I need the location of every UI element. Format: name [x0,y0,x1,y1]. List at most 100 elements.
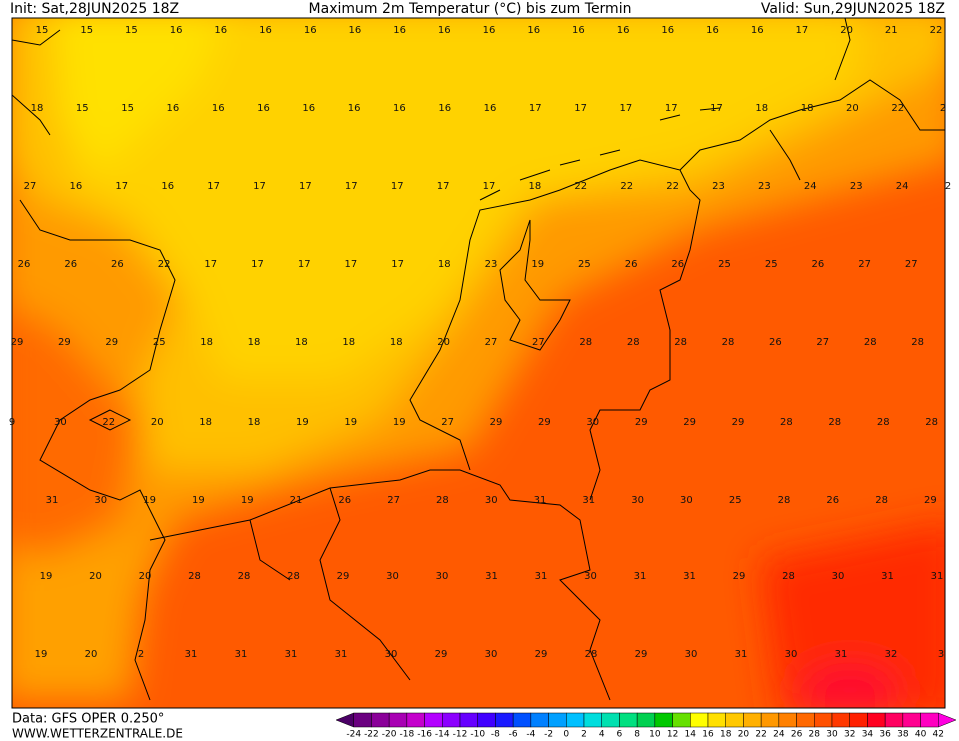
temperature-label: 17 [115,181,128,192]
temperature-label: 16 [349,25,362,36]
colorbar-tick-label: -4 [526,730,535,740]
temperature-label: 26 [64,259,77,270]
colorbar-tick-label: -12 [453,730,468,740]
temperature-label: 31 [735,649,748,660]
temperature-label: 16 [170,25,183,36]
colorbar-cell [920,712,939,728]
temperature-label: 17 [298,259,311,270]
temperature-label: 28 [864,337,877,348]
temperature-label: 16 [214,25,227,36]
temperature-field [12,18,945,708]
temperature-label: 31 [534,495,547,506]
temperature-label: 29 [924,495,937,506]
temperature-label: 16 [393,103,406,114]
temperature-label: 22 [930,25,943,36]
temperature-label: 15 [121,103,134,114]
temperature-label: 22 [666,181,679,192]
colorbar-arrow [938,712,957,728]
colorbar-tick-label: -8 [491,730,500,740]
temperature-label: 25 [765,259,778,270]
temperature-label: 2 [945,181,951,192]
temperature-label: 25 [729,495,742,506]
temperature-label: 27 [816,337,829,348]
temperature-label: 22 [620,181,633,192]
temperature-label: 2 [940,103,946,114]
colorbar-cell [442,712,461,728]
temperature-label: 28 [674,337,687,348]
temperature-label: 23 [485,259,498,270]
temperature-label: 22 [102,417,115,428]
colorbar-tick-label: 22 [755,730,766,740]
temperature-label: 16 [751,25,764,36]
temperature-label: 28 [911,337,924,348]
colorbar-cell [884,712,904,728]
colorbar-tick-label: -14 [435,730,450,740]
temperature-label: 30 [485,649,498,660]
temperature-label: 30 [584,571,597,582]
temperature-label: 31 [46,495,59,506]
temperature-label: 28 [238,571,251,582]
temperature-label: 31 [485,571,498,582]
temperature-label: 26 [812,259,825,270]
colorbar-tick-label: 24 [773,730,785,740]
temperature-label: 27 [905,259,918,270]
temperature-label: 28 [436,495,449,506]
colorbar-tick-label: 10 [649,730,661,740]
colorbar-cell [459,712,478,728]
temperature-label: 29 [635,649,648,660]
temperature-label: 16 [484,103,497,114]
colorbar-cell [495,712,514,728]
colorbar-cell [760,712,780,728]
temperature-label: 29 [535,649,548,660]
temperature-label: 20 [437,337,450,348]
colorbar-cell [725,712,744,728]
temperature-label: 19 [40,571,53,582]
colorbar-cell [831,712,850,728]
colorbar-tick-label: -16 [417,730,432,740]
temperature-label: 17 [251,259,264,270]
temperature-label: 30 [785,649,798,660]
colorbar-tick-label: 38 [897,730,909,740]
temperature-label: 19 [241,495,254,506]
temperature-label: 31 [881,571,894,582]
temperature-label: 16 [572,25,585,36]
colorbar-cell [849,712,868,728]
temperature-label: 30 [586,417,599,428]
colorbar-tick-label: 40 [915,730,927,740]
temperature-label: 16 [438,103,451,114]
colorbar-tick-label: 28 [809,730,821,740]
temperature-label: 19 [35,649,48,660]
temperature-label: 16 [661,25,674,36]
colorbar-tick-label: -20 [382,730,397,740]
colorbar-tick-label: 16 [702,730,714,740]
temperature-label: 29 [490,417,503,428]
colorbar-cell [619,712,638,728]
colorbar-cell [371,712,390,728]
temperature-label: 17 [483,181,496,192]
temperature-label: 26 [826,495,839,506]
temperature-label: 27 [24,181,37,192]
temperature-label: 18 [529,181,542,192]
temperature-label: 30 [680,495,693,506]
temperature-label: 29 [435,649,448,660]
temperature-label: 22 [158,259,171,270]
temperature-label: 16 [302,103,315,114]
colorbar-tick-label: 14 [685,730,697,740]
init-time: Init: Sat,28JUN2025 18Z [10,1,179,17]
temperature-label: 17 [391,259,404,270]
colorbar-tick-label: 18 [720,730,732,740]
temperature-label: 18 [801,103,814,114]
temperature-label: 28 [782,571,795,582]
colorbar-tick-label: -22 [364,730,379,740]
temperature-label: 30 [485,495,498,506]
temperature-label: 27 [387,495,400,506]
temperature-label: 21 [885,25,898,36]
temperature-label: 18 [199,417,212,428]
colorbar-cell [530,712,549,728]
colorbar-cell [583,712,602,728]
colorbar-cell [548,712,567,728]
temperature-label: 16 [393,25,406,36]
site-name: WWW.WETTERZENTRALE.DE [12,727,183,741]
temperature-label: 29 [58,337,71,348]
temperature-label: 31 [535,571,548,582]
